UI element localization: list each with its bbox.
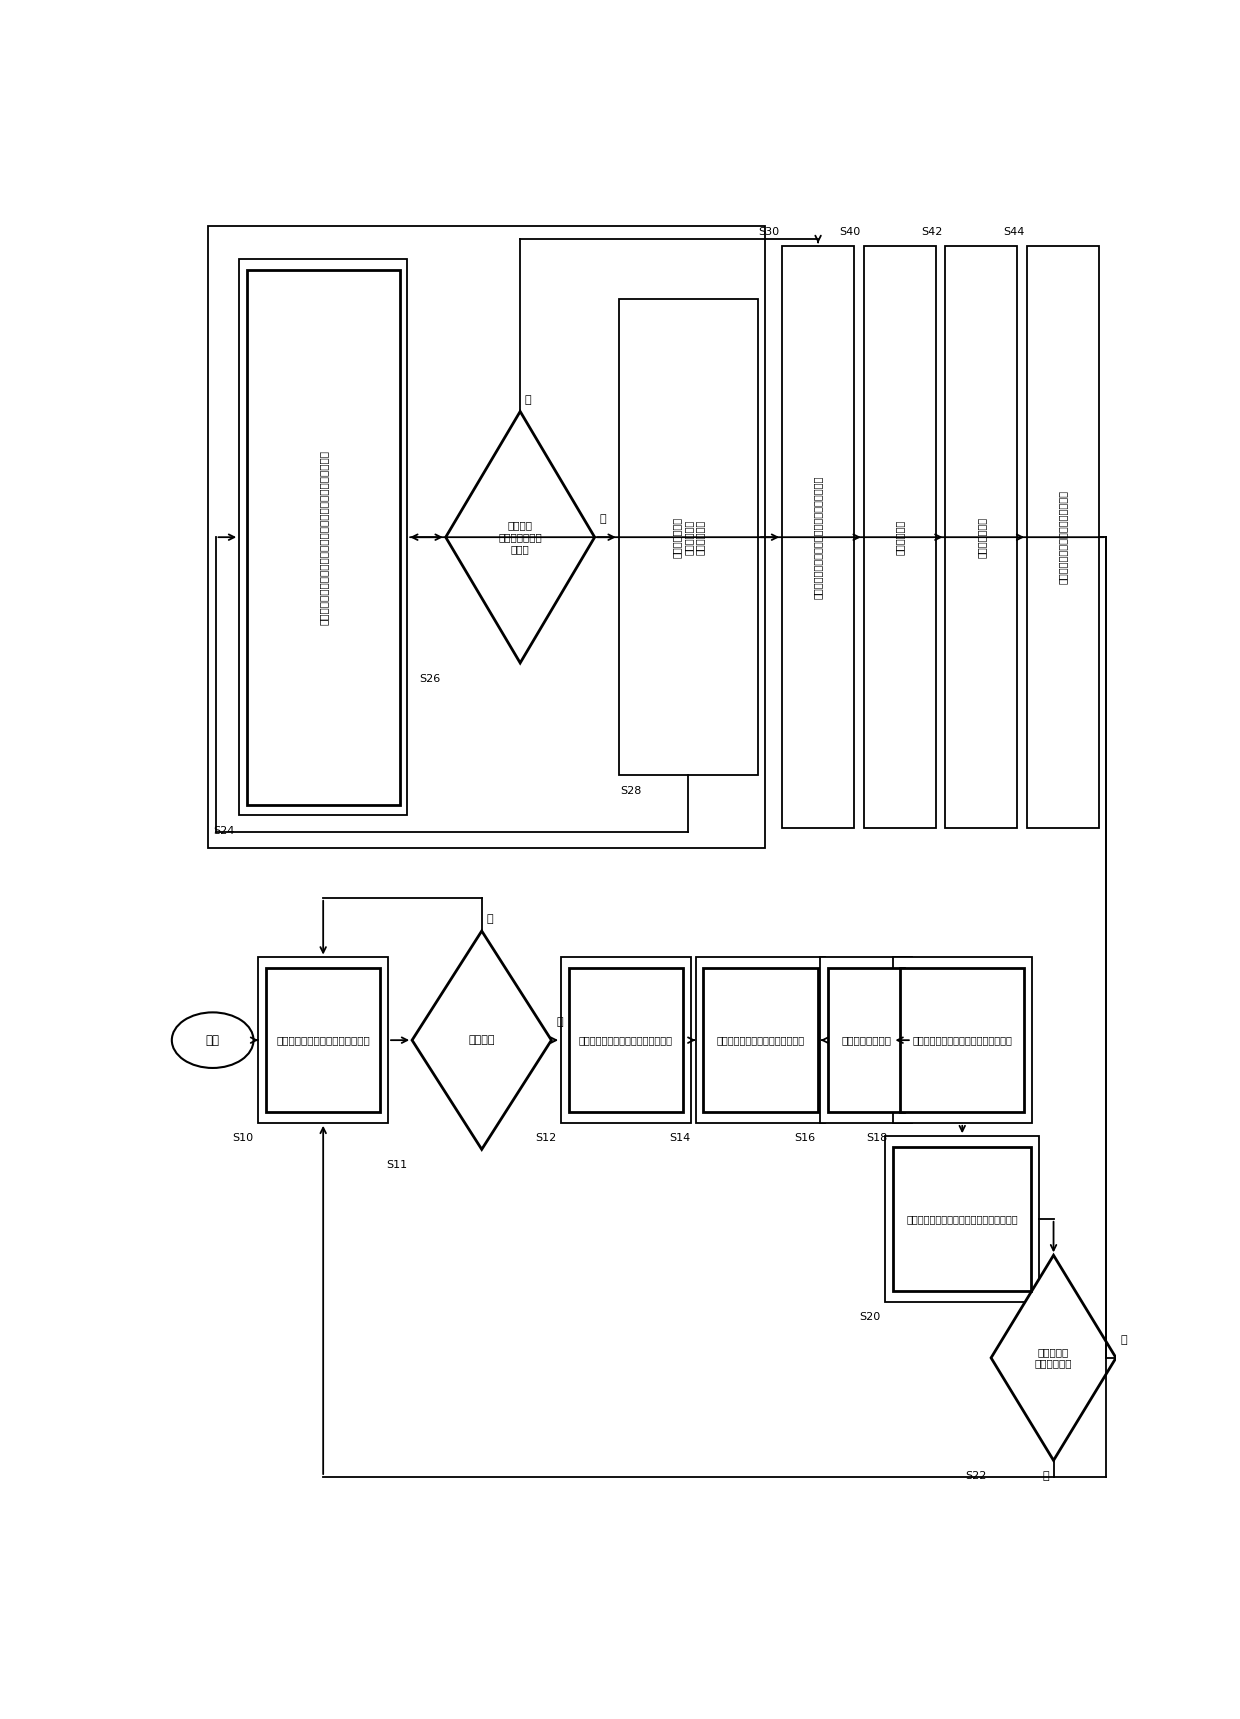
FancyBboxPatch shape: [821, 957, 911, 1123]
FancyBboxPatch shape: [864, 246, 936, 829]
Text: S10: S10: [232, 1133, 253, 1143]
FancyBboxPatch shape: [239, 260, 407, 815]
Text: 是: 是: [557, 1018, 563, 1026]
FancyBboxPatch shape: [893, 957, 1032, 1123]
Text: 启动看门狗模块: 启动看门狗模块: [976, 517, 987, 557]
Text: 重设硬件引擎以及非挥发性存储器组件: 重设硬件引擎以及非挥发性存储器组件: [913, 1035, 1012, 1045]
Text: 启动传输接口电路并与主机重新连线: 启动传输接口电路并与主机重新连线: [1058, 490, 1068, 584]
Text: 存储错误日志: 存储错误日志: [895, 519, 905, 555]
Text: S22: S22: [965, 1471, 986, 1482]
FancyBboxPatch shape: [208, 227, 765, 847]
Text: 依据已触发发写入命令来配置拨发性存储器组件的高速缓存空间: 依据已触发发写入命令来配置拨发性存储器组件的高速缓存空间: [319, 450, 329, 624]
Text: 将错误处置程序上传至缓冲存储器: 将错误处置程序上传至缓冲存储器: [277, 1035, 370, 1045]
Text: S28: S28: [620, 786, 642, 796]
Text: 中断目前程序的执行并启动中断服务: 中断目前程序的执行并启动中断服务: [579, 1035, 673, 1045]
FancyBboxPatch shape: [560, 957, 691, 1123]
FancyBboxPatch shape: [569, 968, 683, 1112]
Polygon shape: [412, 932, 552, 1150]
Text: S24: S24: [213, 825, 234, 835]
Text: 存在已触发
发写入命令？: 存在已触发 发写入命令？: [1035, 1348, 1073, 1368]
Text: S26: S26: [419, 674, 441, 684]
Text: 是: 是: [1121, 1334, 1127, 1344]
Text: 否: 否: [525, 395, 532, 404]
Text: 否: 否: [1042, 1471, 1049, 1482]
Text: 重新配置挥发性存储器组件的高速缓存数据: 重新配置挥发性存储器组件的高速缓存数据: [906, 1214, 1018, 1224]
FancyBboxPatch shape: [696, 957, 826, 1123]
FancyBboxPatch shape: [267, 968, 381, 1112]
Text: 软错误？: 软错误？: [469, 1035, 495, 1045]
Ellipse shape: [172, 1012, 253, 1067]
Text: S30: S30: [758, 227, 779, 237]
Text: 将高速缓存数据同步编程至非拨发性存储器组件: 将高速缓存数据同步编程至非拨发性存储器组件: [813, 476, 823, 598]
Text: S18: S18: [867, 1133, 888, 1143]
Text: 开始: 开始: [206, 1033, 219, 1047]
FancyBboxPatch shape: [703, 968, 817, 1112]
Text: 执行缓冲存储器上的错误处置程序: 执行缓冲存储器上的错误处置程序: [717, 1035, 805, 1045]
Text: 否: 否: [486, 915, 494, 925]
Text: S20: S20: [859, 1312, 880, 1322]
FancyBboxPatch shape: [885, 1136, 1039, 1301]
Text: S14: S14: [670, 1133, 691, 1143]
Text: 是: 是: [599, 514, 606, 524]
FancyBboxPatch shape: [247, 270, 399, 804]
FancyBboxPatch shape: [828, 968, 904, 1112]
FancyBboxPatch shape: [893, 1147, 1032, 1291]
Text: S12: S12: [534, 1133, 557, 1143]
Text: S44: S44: [1003, 227, 1024, 237]
Text: S42: S42: [921, 227, 942, 237]
Text: S40: S40: [839, 227, 861, 237]
FancyBboxPatch shape: [619, 299, 758, 775]
FancyBboxPatch shape: [945, 246, 1018, 829]
Text: S11: S11: [386, 1160, 407, 1171]
Polygon shape: [445, 411, 595, 664]
Polygon shape: [991, 1255, 1116, 1461]
Text: 停用传输接口电路: 停用传输接口电路: [841, 1035, 892, 1045]
Text: 数据未进
到拨发性存储器
组件？: 数据未进 到拨发性存储器 组件？: [498, 521, 542, 554]
Text: S16: S16: [795, 1133, 816, 1143]
Text: 重新同步拨发性
存储器组件的
高速缓存空间: 重新同步拨发性 存储器组件的 高速缓存空间: [672, 517, 706, 557]
FancyBboxPatch shape: [258, 957, 388, 1123]
FancyBboxPatch shape: [900, 968, 1024, 1112]
FancyBboxPatch shape: [782, 246, 854, 829]
FancyBboxPatch shape: [1027, 246, 1099, 829]
